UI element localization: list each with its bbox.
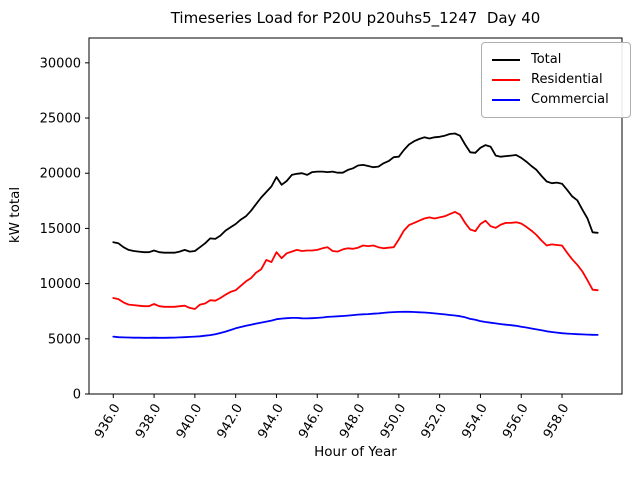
legend-label-residential: Residential bbox=[531, 72, 603, 87]
y-tick-label: 15000 bbox=[40, 222, 81, 237]
series-residential-line bbox=[112, 210, 599, 310]
y-axis-label: kW total bbox=[7, 186, 23, 244]
legend: Total Residential Commercial bbox=[481, 42, 631, 118]
legend-entry-commercial: Commercial bbox=[492, 90, 622, 110]
x-tick-label: 938.0 bbox=[133, 402, 165, 442]
x-tick-label: 958.0 bbox=[541, 402, 573, 442]
x-tick-label: 940.0 bbox=[174, 402, 206, 442]
series-total-line bbox=[112, 132, 599, 254]
series-commercial-line bbox=[112, 310, 599, 339]
y-tick-label: 0 bbox=[73, 388, 81, 403]
plot-border bbox=[88, 37, 623, 395]
y-tick-label: 25000 bbox=[40, 112, 81, 127]
residential-line-swatch bbox=[492, 79, 520, 81]
y-tick-label: 10000 bbox=[40, 277, 81, 292]
legend-entry-total: Total bbox=[492, 50, 622, 70]
x-tick-label: 936.0 bbox=[92, 402, 124, 442]
x-tick-label: 948.0 bbox=[337, 402, 369, 442]
x-tick-label: 954.0 bbox=[459, 402, 491, 442]
x-tick-label: 946.0 bbox=[296, 402, 328, 442]
total-line-swatch bbox=[492, 59, 520, 61]
x-tick-label: 944.0 bbox=[255, 402, 287, 442]
legend-entry-residential: Residential bbox=[492, 70, 622, 90]
commercial-line-swatch bbox=[492, 99, 520, 101]
x-tick-label: 952.0 bbox=[419, 402, 451, 442]
y-tick-label: 5000 bbox=[48, 332, 81, 347]
x-tick-label: 956.0 bbox=[500, 402, 532, 442]
legend-label-commercial: Commercial bbox=[531, 92, 609, 107]
legend-label-total: Total bbox=[531, 52, 562, 67]
y-tick-label: 20000 bbox=[40, 167, 81, 182]
chart-title: Timeseries Load for P20U p20uhs5_1247 Da… bbox=[170, 9, 541, 27]
x-axis-label: Hour of Year bbox=[314, 444, 397, 460]
x-tick-label: 950.0 bbox=[378, 402, 410, 442]
x-tick-label: 942.0 bbox=[215, 402, 247, 442]
y-tick-label: 30000 bbox=[40, 56, 81, 71]
